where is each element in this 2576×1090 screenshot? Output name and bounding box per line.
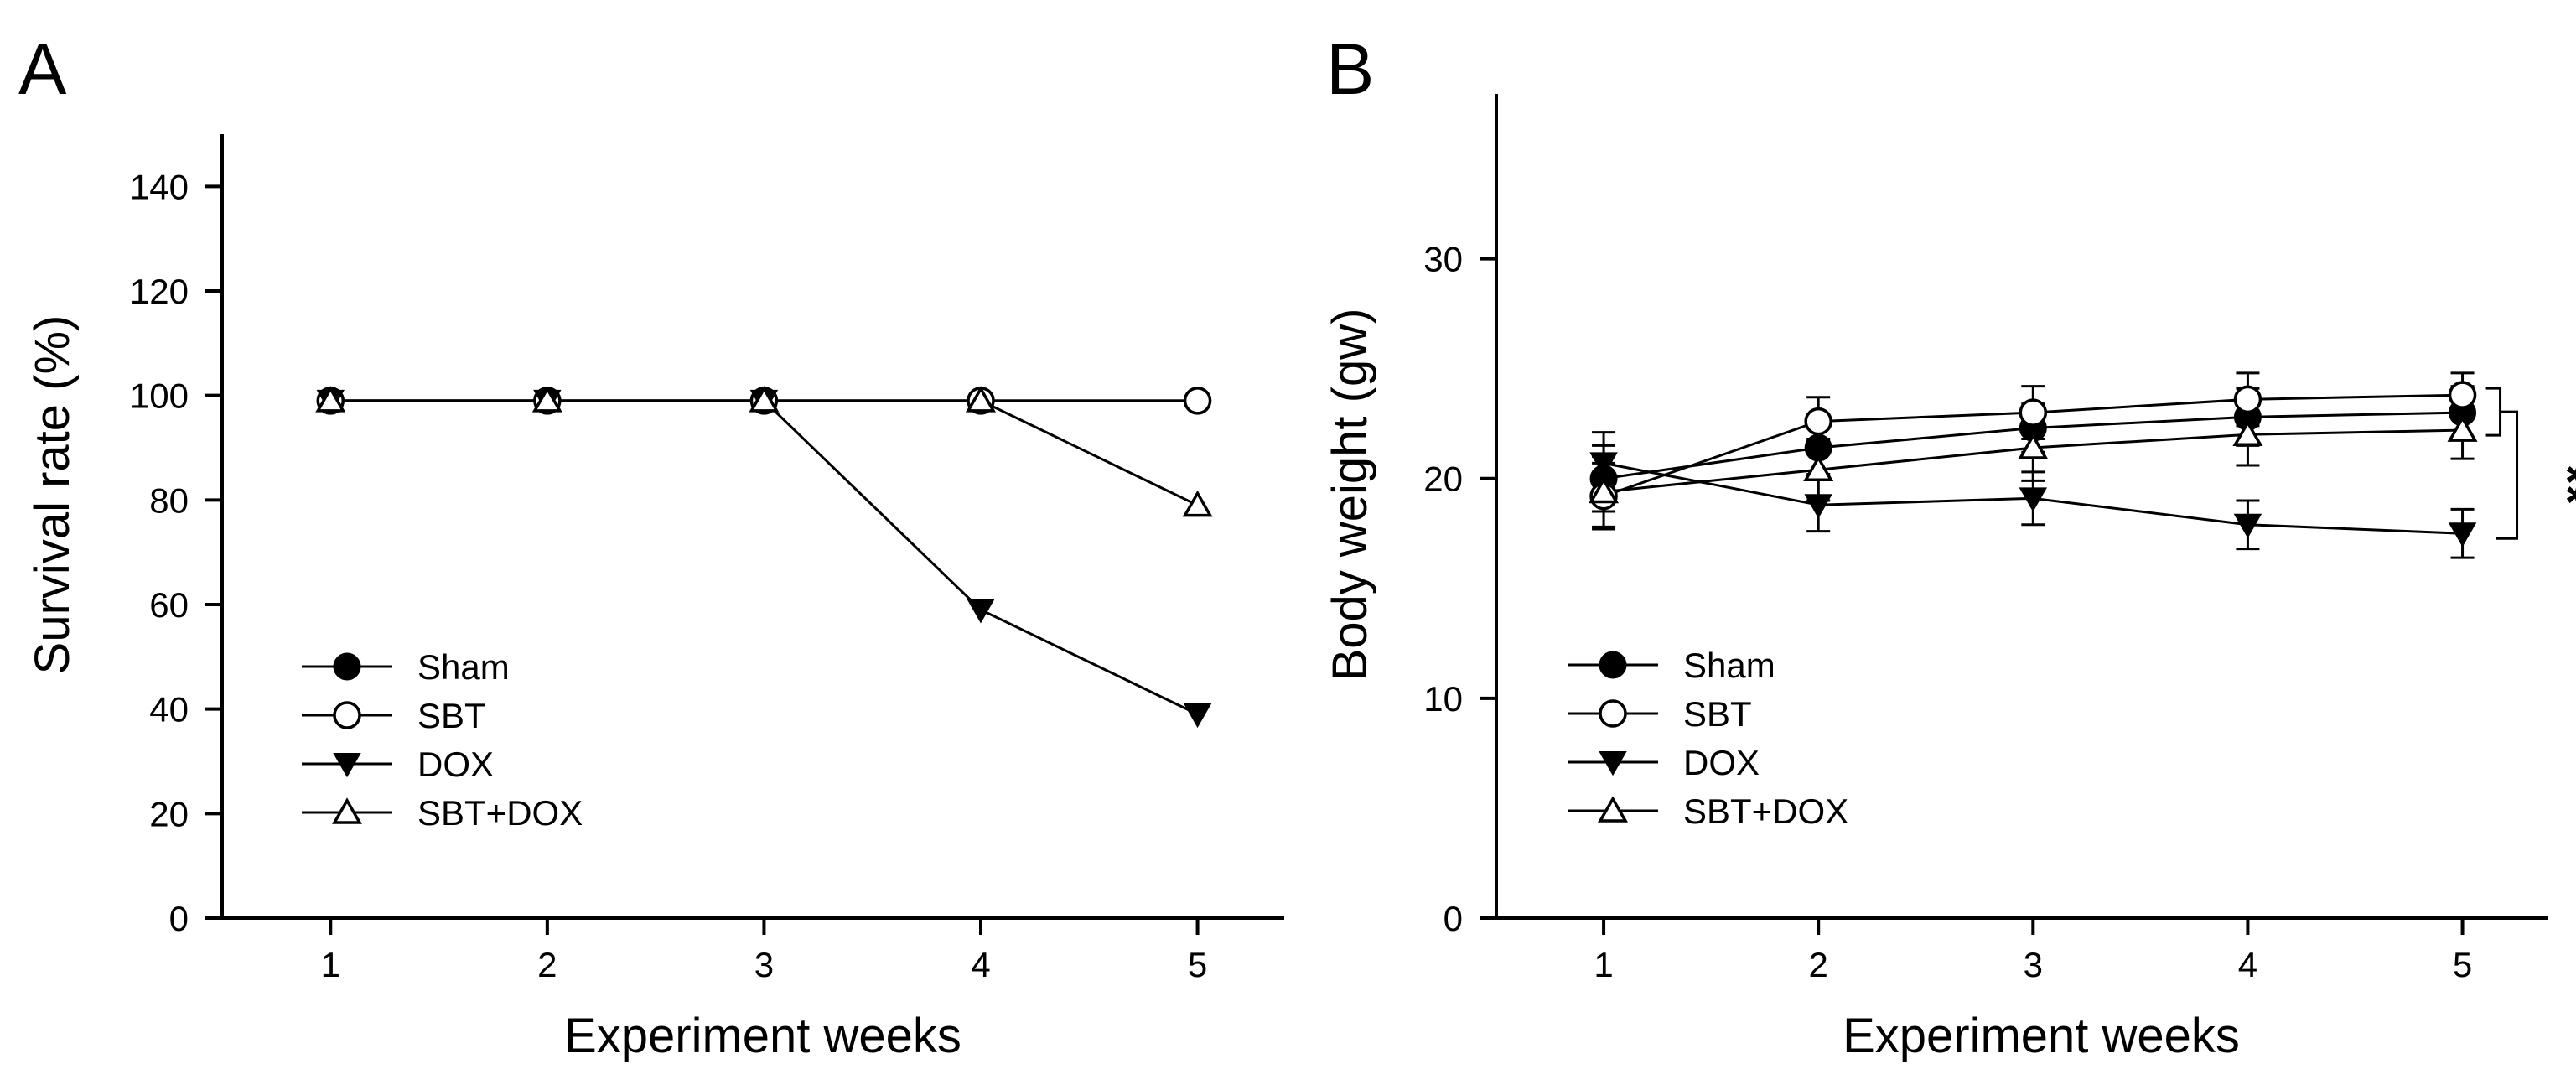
panel-b-point-sbt-dox: [2232, 419, 2263, 447]
panel-b-y-tick-label: 20: [1423, 459, 1463, 499]
significance-bracket-outer: [2496, 410, 2519, 540]
panel-a-legend-label-dox: DOX: [417, 745, 494, 784]
panel-b-y-tick-label: 0: [1443, 899, 1463, 938]
panel-b-point-dox: [2019, 487, 2048, 512]
panel-b-point-sbt-dox: [1803, 454, 1834, 481]
panel-a-legend-label-sbt-dox: SBT+DOX: [417, 793, 583, 833]
panel-a-point-sbt-dox: [315, 386, 346, 413]
panel-a-point-sbt-dox: [965, 386, 997, 413]
panel-b-point-sbt-dox: [1589, 476, 1620, 504]
panel-a-x-axis-label: Experiment weeks: [564, 1009, 961, 1063]
panel-b-point-sbt: [2233, 385, 2262, 414]
panel-b-point-sbt: [2019, 398, 2048, 427]
panel-b-legend-label-sham: Sham: [1683, 646, 1775, 685]
panel-a-y-tick-label: 80: [149, 480, 189, 520]
panel-b-x-tick-label: 2: [1809, 945, 1828, 984]
panel-b-x-tick-label: 1: [1594, 945, 1613, 984]
panel-a-point-sbt-dox: [1182, 490, 1213, 517]
panel-a-x-tick-label: 3: [754, 945, 774, 984]
panel-b-axes: 0 10 20 30 1 2 3 4 5: [1423, 94, 2548, 984]
panel-a: A 0 20 40 60 80 100 120 140 1 2 3 4 5 Sham SBT DOX SBT+…: [18, 29, 1284, 1063]
panel-a-x-tick-label: 5: [1188, 945, 1207, 984]
panel-a-point-sbt-dox: [531, 386, 562, 413]
panel-a-y-tick-label: 20: [149, 794, 189, 833]
panel-a-series: [315, 386, 1213, 729]
panel-a-y-tick-label: 60: [149, 585, 189, 625]
panel-a-y-tick-label: 100: [130, 376, 189, 416]
panel-a-point-dox: [1183, 703, 1212, 729]
panel-b-legend-label-sbt: SBT: [1683, 694, 1752, 734]
panel-b-y-tick-label: 30: [1423, 240, 1463, 279]
panel-a-point-dox: [967, 599, 995, 624]
panel-b-x-tick-label: 3: [2024, 945, 2043, 984]
panel-b-x-tick-label: 5: [2453, 945, 2472, 984]
panel-a-point-sbt: [1183, 387, 1212, 415]
panel-b-legend-marker-dox: [1599, 751, 1627, 776]
panel-b-point-sbt-dox: [2447, 415, 2478, 442]
panel-b-legend: Sham SBT DOX SBT+DOX: [1568, 646, 1848, 831]
panel-a-point-sbt-dox: [749, 386, 780, 413]
panel-b-y-axis-label: Body weight (gw): [1323, 309, 1377, 682]
panel-b-legend-marker-sbt-dox: [1597, 796, 1629, 823]
panel-a-legend-marker-sbt-dox: [331, 797, 363, 824]
panel-b-point-sbt: [2448, 381, 2477, 409]
panel-a-legend-label-sham: Sham: [417, 647, 510, 687]
panel-a-legend: Sham SBT DOX SBT+DOX: [302, 647, 583, 833]
panel-a-legend-marker-sbt: [333, 701, 361, 729]
panel-a-y-tick-label: 0: [169, 899, 189, 938]
panel-b-legend-marker-sham: [1599, 651, 1627, 679]
panel-b: B 0 10 20 30 1 2 3 4 5 Sham SBT DOX SBT+DOX ** Expe…: [1323, 29, 2576, 1063]
panel-b-point-sbt-dox: [2018, 433, 2049, 459]
panel-a-legend-marker-dox: [333, 753, 361, 778]
panel-label-b: B: [1326, 29, 1374, 110]
panel-b-x-tick-label: 4: [2238, 945, 2257, 984]
panel-b-point-dox: [2233, 513, 2262, 539]
panel-b-legend-label-sbt-dox: SBT+DOX: [1683, 792, 1848, 831]
significance-annotation: **: [2538, 465, 2576, 506]
panel-a-legend-marker-sham: [333, 652, 361, 681]
panel-b-point-sbt: [1804, 407, 1832, 436]
panel-a-series-line-sbt-dox: [330, 399, 1199, 506]
panel-a-x-tick-label: 4: [971, 945, 990, 984]
panel-b-point-dox: [1804, 494, 1832, 519]
panel-b-point-dox: [1589, 452, 1618, 477]
panel-b-legend-marker-sbt: [1599, 699, 1627, 728]
panel-b-y-tick-label: 10: [1423, 679, 1463, 719]
panel-a-x-tick-label: 2: [537, 945, 557, 984]
panel-b-series: [1589, 371, 2519, 559]
panel-a-y-axis-label: Survival rate (%): [25, 315, 80, 675]
panel-label-a: A: [18, 29, 67, 110]
panel-a-legend-label-sbt: SBT: [417, 696, 486, 735]
panel-a-x-tick-label: 1: [321, 945, 340, 984]
panel-a-axes: 0 20 40 60 80 100 120 140 1 2 3 4 5: [130, 134, 1284, 984]
panel-b-legend-label-dox: DOX: [1683, 743, 1760, 782]
panel-a-y-tick-label: 120: [130, 272, 189, 311]
panel-a-y-tick-label: 140: [130, 167, 189, 206]
panel-b-x-axis-label: Experiment weeks: [1843, 1009, 2240, 1063]
panel-b-point-dox: [2448, 522, 2477, 548]
significance-bracket-inner: [2485, 387, 2502, 437]
panel-a-y-tick-label: 40: [149, 690, 189, 729]
